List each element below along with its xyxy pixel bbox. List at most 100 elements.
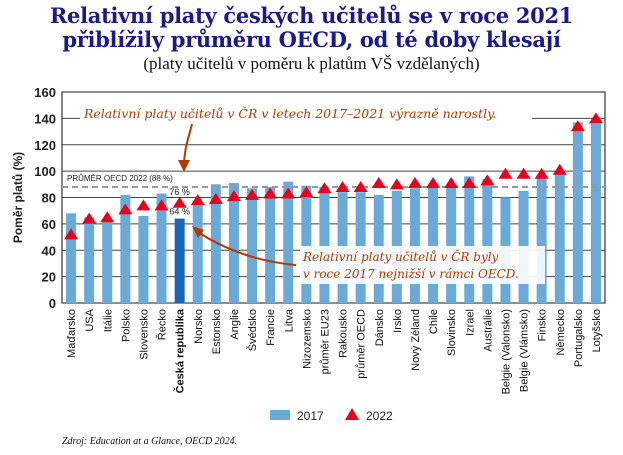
annotation-box-top (80, 104, 532, 122)
x-tick-label: Francie (265, 309, 277, 346)
bar-2017 (464, 176, 475, 303)
y-tick-label: 60 (42, 217, 56, 232)
marker-2022 (136, 199, 151, 211)
bar-2017 (319, 186, 330, 303)
marker-2022 (444, 176, 459, 188)
x-tick-label: Chile (428, 309, 440, 334)
x-tick-label: Česká republika (174, 308, 187, 393)
chart-title-line1: Relativní platy českých učitelů se v roc… (49, 3, 574, 28)
marker-2022 (100, 211, 115, 223)
marker-2022 (462, 176, 477, 188)
x-tick-label: Rakousko (338, 309, 350, 358)
bar-2017 (554, 173, 565, 303)
x-tick-label: Německo (555, 309, 567, 355)
marker-2022 (64, 228, 79, 240)
x-tick-label: Belgie (Vlámsko) (519, 309, 531, 392)
bar-2017 (265, 186, 276, 303)
bar-2017 (84, 217, 95, 303)
marker-2022 (588, 112, 603, 124)
bar-2017 (409, 188, 420, 303)
x-tick-label: Polsko (120, 309, 132, 342)
annotation-arrow-bottom (197, 231, 297, 266)
marker-2022 (516, 167, 531, 179)
source-note: Zdroj: Education at a Glance, OECD 2024. (62, 436, 238, 447)
marker-2022 (263, 187, 278, 199)
chart-subtitle: (platy učitelů v poměru k platům VŠ vzdě… (143, 54, 480, 73)
bar-2017 (228, 182, 239, 303)
x-tick-label: Austrálie (482, 309, 494, 352)
bar-2017 (283, 181, 294, 303)
x-tick-label: Nizozemsko (301, 309, 313, 369)
bar-2017 (174, 218, 185, 303)
arrowhead-icon (178, 160, 190, 172)
x-tick-label: Řecko (156, 309, 169, 340)
arrowhead-icon (192, 226, 204, 238)
x-tick-label: Švédsko (246, 309, 259, 351)
legend-marker-2022 (345, 408, 359, 420)
marker-2022 (226, 190, 241, 202)
bar-2017 (482, 179, 493, 303)
bar-2017 (572, 122, 583, 303)
x-tick-label: Portugalsko (573, 309, 585, 367)
reference-line-label: PRŮMĚR OECD 2022 (88 %) (67, 174, 173, 183)
bar-2017 (102, 219, 113, 303)
data-label-cz-2017: 64 % (169, 207, 190, 217)
bar-2017 (428, 186, 439, 303)
bar-2017 (446, 186, 457, 303)
y-tick-label: 40 (42, 243, 56, 258)
x-tick-label: Estonsko (211, 309, 223, 354)
marker-2022 (407, 176, 422, 188)
x-tick-label: Irsko (392, 309, 404, 333)
legend-label-2022: 2022 (366, 409, 393, 423)
marker-2022 (281, 187, 296, 199)
marker-2022 (245, 188, 260, 200)
bar-2017 (247, 188, 258, 303)
bar-2017 (156, 193, 167, 303)
bar-2017 (536, 177, 547, 303)
marker-2022 (480, 174, 495, 186)
y-tick-label: 80 (42, 191, 56, 206)
x-tick-label: Nový Zéland (410, 309, 422, 371)
marker-2022 (498, 167, 513, 179)
x-tick-label: Itálie (102, 309, 114, 332)
x-tick-label: Anglie (229, 309, 241, 340)
x-tick-label: Slovensko (138, 309, 150, 360)
x-tick-label: USA (84, 308, 96, 331)
bar-2017 (66, 213, 77, 303)
marker-2022 (208, 192, 223, 204)
marker-2022 (172, 196, 187, 208)
x-tick-label: Norsko (193, 309, 205, 344)
marker-2022 (118, 203, 133, 215)
y-tick-label: 20 (42, 270, 56, 285)
marker-2022 (552, 163, 567, 175)
marker-2022 (299, 186, 314, 198)
x-tick-label: Maďarsko (66, 309, 78, 358)
marker-2022 (154, 199, 169, 211)
bar-2017 (301, 185, 312, 303)
marker-2022 (389, 178, 404, 190)
bar-2017 (138, 215, 149, 303)
marker-2022 (317, 182, 332, 194)
x-tick-label: Slovinsko (446, 309, 458, 356)
y-tick-label: 140 (34, 111, 56, 126)
marker-2022 (534, 167, 549, 179)
x-tick-label: Izrael (464, 309, 476, 336)
x-tick-label: Belgie (Valonsko) (500, 309, 512, 394)
annotation-bottom-line2: v roce 2017 nejnižší v rámci OECD. (303, 267, 519, 281)
x-tick-label: Lotyšsko (591, 309, 603, 352)
annotation-box-bottom (300, 246, 545, 284)
annotation-top: Relativní platy učitelů v ČR v letech 20… (83, 105, 496, 121)
x-tick-label: průměr OECD (356, 309, 368, 379)
marker-2022 (570, 120, 585, 132)
x-tick-label: Finsko (537, 309, 549, 341)
marker-2022 (371, 176, 386, 188)
bar-2017 (192, 204, 203, 303)
marker-2022 (426, 176, 441, 188)
legend-swatch-2017 (270, 410, 290, 420)
bar-2017 (120, 194, 131, 303)
chart-title-line2: přiblížily průměru OECD, od té doby kles… (62, 27, 561, 52)
annotation-bottom-line1: Relativní platy učitelů v ČR byly (302, 248, 499, 264)
marker-2022 (353, 180, 368, 192)
y-tick-label: 160 (34, 85, 56, 100)
